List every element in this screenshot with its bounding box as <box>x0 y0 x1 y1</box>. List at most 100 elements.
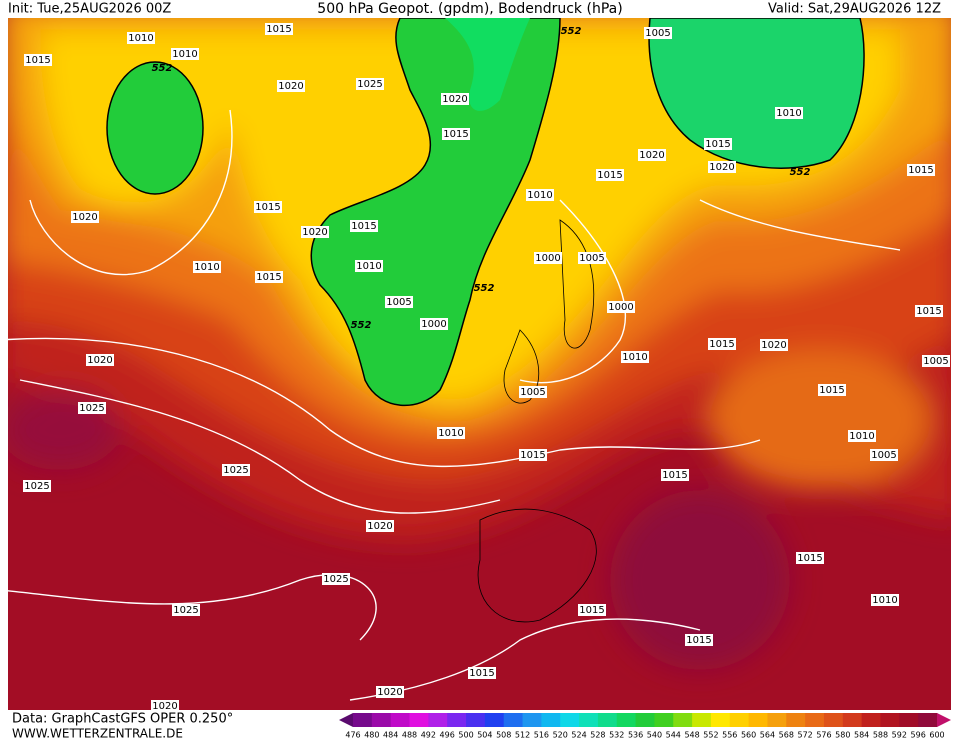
colorbar-swatch <box>541 713 561 727</box>
colorbar-swatch <box>710 713 731 727</box>
isobar-label-box <box>385 296 413 308</box>
isobar-label: 552 <box>790 167 811 178</box>
colorbar-swatch <box>616 713 637 727</box>
colorbar: 476 480 484 488 492 496 500 504 508 512 516 520 524 5… <box>339 713 951 740</box>
colorbar-label: 584 <box>854 731 869 740</box>
map-title: 500 hPa Geopot. (gpdm), Bodendruck (hPa) <box>317 1 622 17</box>
isobar-label: 1015 <box>916 306 941 317</box>
isobar-label-box <box>818 384 846 396</box>
colorbar-swatch <box>673 713 693 727</box>
isobar-label: 1005 <box>923 356 948 367</box>
map-field <box>8 18 951 710</box>
isobar-label: 1015 <box>819 385 844 396</box>
colorbar-swatch <box>692 713 712 727</box>
isobar-label-box <box>193 261 221 273</box>
colorbar-swatch <box>560 713 580 727</box>
isobar-label-box <box>596 169 624 181</box>
colorbar-swatch <box>729 713 750 727</box>
colorbar-swatch <box>597 713 618 727</box>
isobar-label-box <box>534 252 562 264</box>
isobar-label-box <box>222 464 250 476</box>
isobar-label-box <box>441 93 469 105</box>
colorbar-swatch <box>635 713 655 727</box>
colorbar-arrow-left <box>339 713 353 727</box>
colorbar-label: 572 <box>797 731 812 740</box>
colorbar-swatch <box>503 713 524 727</box>
isobar-label: 1020 <box>709 162 734 173</box>
isobar-label: 1025 <box>223 465 248 476</box>
isobar-label-box <box>848 430 876 442</box>
colorbar-swatch <box>748 713 768 727</box>
isobar-label: 1025 <box>24 481 49 492</box>
isobar-label-box <box>621 351 649 363</box>
isobar-label-box <box>685 634 713 646</box>
isobar-label: 1010 <box>128 33 153 44</box>
colorbar-swatch <box>767 713 787 727</box>
isobar-label: 1020 <box>87 355 112 366</box>
isobar-label-box <box>78 402 106 414</box>
colorbar-label: 520 <box>553 731 568 740</box>
isobar-label: 1015 <box>908 165 933 176</box>
colorbar-label: 560 <box>741 731 756 740</box>
isobar-label-box <box>350 220 378 232</box>
isobar-label: 1005 <box>871 450 896 461</box>
colorbar-swatch <box>823 713 844 727</box>
colorbar-label: 596 <box>911 731 926 740</box>
colorbar-swatch <box>861 713 881 727</box>
isobar-label: 1020 <box>639 150 664 161</box>
isobar-label-box <box>607 301 635 313</box>
isobar-label-box <box>71 211 99 223</box>
isobar-label: 1010 <box>194 262 219 273</box>
colorbar-label: 516 <box>534 731 549 740</box>
isobar-label: 1015 <box>25 55 50 66</box>
isobar-label-box <box>644 27 672 39</box>
isobar-label: 1005 <box>645 28 670 39</box>
isobar-label: 1010 <box>527 190 552 201</box>
site-name: WWW.WETTERZENTRALE.DE <box>12 727 183 741</box>
colorbar-label: 588 <box>873 731 888 740</box>
isobar-label-box <box>86 354 114 366</box>
colorbar-swatch <box>466 713 486 727</box>
colorbar-swatch <box>786 713 806 727</box>
isobar-label-box <box>151 700 179 712</box>
colorbar-swatch <box>484 713 505 727</box>
colorbar-label: 488 <box>402 731 417 740</box>
isobar-label: 1010 <box>172 49 197 60</box>
colorbar-label: 568 <box>779 731 794 740</box>
isobar-label: 1020 <box>72 212 97 223</box>
isobar-label-box <box>265 23 293 35</box>
colorbar-swatch <box>899 713 919 727</box>
isobar-label-box <box>519 449 547 461</box>
colorbar-swatch <box>371 713 392 727</box>
colorbar-swatch <box>579 713 599 727</box>
isobar-label: 1025 <box>173 605 198 616</box>
isobar-label-box <box>775 107 803 119</box>
colorbar-swatch <box>428 713 448 727</box>
isobar-label: 1015 <box>520 450 545 461</box>
isobar-label-box <box>519 386 547 398</box>
colorbar-swatch <box>654 713 674 727</box>
colorbar-swatch <box>805 713 825 727</box>
colorbar-swatch <box>390 713 411 727</box>
colorbar-label: 528 <box>590 731 605 740</box>
isobar-label-box <box>708 338 736 350</box>
isobar-labels: 1010 1015 1010 1015 552 1020 1025 1020 1015 552 10… <box>23 23 950 712</box>
isobar-label: 1010 <box>622 352 647 363</box>
colorbar-label: 492 <box>421 731 436 740</box>
isobar-label-box <box>760 339 788 351</box>
colorbar-label: 496 <box>440 731 455 740</box>
colorbar-label: 548 <box>684 731 699 740</box>
isobar-label-box <box>578 252 606 264</box>
colorbar-label: 564 <box>760 731 775 740</box>
isobar-label: 1010 <box>849 431 874 442</box>
isobar-label-box <box>420 318 448 330</box>
isobar-label: 1015 <box>662 470 687 481</box>
isobar-label: 1015 <box>443 129 468 140</box>
colorbar-label: 532 <box>609 731 624 740</box>
isobar-label: 1000 <box>421 319 446 330</box>
data-source: Data: GraphCastGFS OPER 0.250° <box>12 712 233 727</box>
isobar-label: 1010 <box>356 261 381 272</box>
isobar-label-box <box>870 449 898 461</box>
isobar-label-box <box>442 128 470 140</box>
isobar-label-box <box>355 260 383 272</box>
